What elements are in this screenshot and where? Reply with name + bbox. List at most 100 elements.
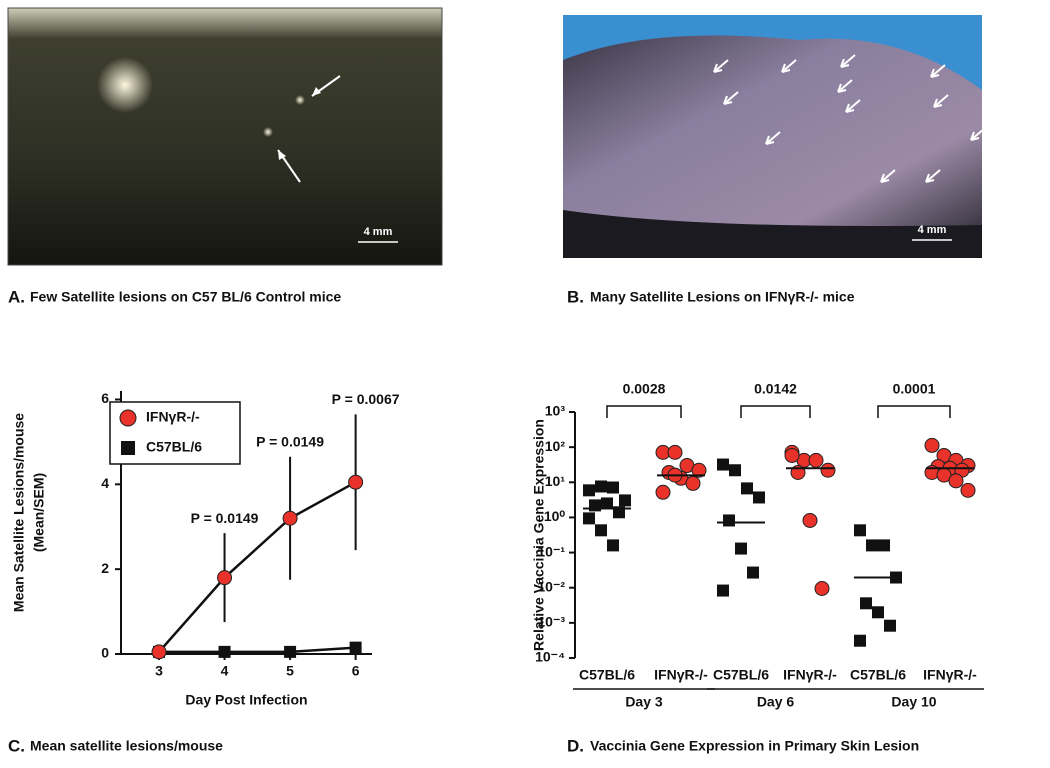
data-point xyxy=(723,514,735,527)
data-point xyxy=(729,464,741,477)
p-value-annotation: P = 0.0067 xyxy=(332,391,400,407)
data-point xyxy=(872,606,884,619)
panel-label: B. xyxy=(567,287,584,306)
x-tick-label: 6 xyxy=(352,663,360,679)
p-value-annotation: P = 0.0149 xyxy=(256,433,324,449)
data-point xyxy=(607,481,619,494)
data-point xyxy=(583,484,595,497)
data-point xyxy=(583,512,595,525)
y-tick-label: 10⁻³ xyxy=(537,614,565,630)
data-point xyxy=(217,570,233,586)
data-point xyxy=(741,482,753,495)
data-point xyxy=(691,462,707,478)
day-label: Day 10 xyxy=(891,694,936,710)
p-value: 0.0142 xyxy=(754,381,797,397)
x-tick-label: IFNγR-/- xyxy=(923,667,977,683)
x-tick-label: IFNγR-/- xyxy=(783,667,837,683)
data-point xyxy=(595,524,607,537)
y-axis-label: Mean Satellite Lesions/mouse xyxy=(11,413,27,612)
day-label: Day 6 xyxy=(757,694,795,710)
y-tick-label: 10² xyxy=(545,438,566,454)
legend-marker xyxy=(121,441,135,455)
data-point xyxy=(854,524,866,537)
panel-label: A. xyxy=(8,287,25,306)
y-tick-label: 2 xyxy=(101,560,109,576)
data-point xyxy=(784,447,800,463)
x-tick-label: 4 xyxy=(221,663,229,679)
data-point xyxy=(619,494,631,507)
legend-label: C57BL/6 xyxy=(146,439,202,455)
scale-bar-label: 4 mm xyxy=(918,224,947,236)
y-tick-label: 0 xyxy=(101,645,109,661)
comparison-bracket xyxy=(606,405,682,418)
data-point xyxy=(717,458,729,471)
data-point xyxy=(667,444,683,460)
y-tick-label: 10⁻⁴ xyxy=(535,649,565,665)
data-point xyxy=(802,512,818,528)
panel-caption: Many Satellite Lesions on IFNγR-/- mice xyxy=(590,289,855,305)
data-point xyxy=(735,542,747,555)
data-point xyxy=(589,499,601,512)
data-point xyxy=(218,645,231,658)
scale-bar-label: 4 mm xyxy=(364,226,393,238)
data-point xyxy=(854,634,866,647)
legend-label: IFNγR-/- xyxy=(146,409,200,425)
data-point xyxy=(884,619,896,632)
y-axis-label: Relative Vaccinia Gene Expression xyxy=(531,419,547,651)
data-point xyxy=(601,497,613,510)
series-line xyxy=(159,646,356,654)
data-point xyxy=(866,539,878,552)
data-point xyxy=(878,539,890,552)
data-point xyxy=(685,475,701,491)
x-axis-label: Day Post Infection xyxy=(185,692,307,708)
y-tick-label: 10⁻² xyxy=(537,578,565,594)
panel-caption: Few Satellite lesions on C57 BL/6 Contro… xyxy=(30,289,341,305)
x-tick-label: 3 xyxy=(155,663,163,679)
p-value-annotation: P = 0.0149 xyxy=(191,510,259,526)
data-point xyxy=(284,645,297,658)
data-point xyxy=(747,566,759,579)
panel-caption: Mean satellite lesions/mouse xyxy=(30,738,223,754)
data-point xyxy=(607,539,619,552)
data-point xyxy=(348,474,364,490)
x-tick-label: C57BL/6 xyxy=(579,667,635,683)
data-point xyxy=(151,644,167,660)
y-axis-label: (Mean/SEM) xyxy=(31,473,47,552)
data-point xyxy=(655,484,671,500)
panel-label: C. xyxy=(8,736,25,755)
data-point xyxy=(808,452,824,468)
data-point xyxy=(948,473,964,489)
y-tick-label: 4 xyxy=(101,475,109,491)
data-point xyxy=(282,510,298,526)
x-tick-label: 5 xyxy=(286,663,294,679)
comparison-bracket xyxy=(740,405,811,418)
y-tick-label: 10⁰ xyxy=(544,508,566,524)
comparison-bracket xyxy=(877,405,951,418)
data-point xyxy=(814,580,830,596)
legend-marker xyxy=(119,409,137,427)
data-point xyxy=(820,462,836,478)
x-tick-label: IFNγR-/- xyxy=(654,667,708,683)
y-tick-label: 10³ xyxy=(545,403,566,419)
p-value: 0.0028 xyxy=(623,381,666,397)
data-point xyxy=(924,437,940,453)
day-label: Day 3 xyxy=(625,694,663,710)
panel-label: D. xyxy=(567,736,584,755)
data-point xyxy=(960,482,976,498)
data-point xyxy=(860,597,872,610)
y-tick-label: 10⁻¹ xyxy=(537,543,565,559)
series-line xyxy=(158,481,357,653)
data-point xyxy=(595,480,607,493)
photo-a xyxy=(7,7,443,266)
data-point xyxy=(349,641,362,654)
x-tick-label: C57BL/6 xyxy=(713,667,769,683)
photo-b xyxy=(563,15,986,258)
x-tick-label: C57BL/6 xyxy=(850,667,906,683)
data-point xyxy=(753,491,765,504)
p-value: 0.0001 xyxy=(893,381,936,397)
panel-caption: Vaccinia Gene Expression in Primary Skin… xyxy=(590,738,919,754)
y-tick-label: 6 xyxy=(101,390,109,406)
data-point xyxy=(717,584,729,597)
